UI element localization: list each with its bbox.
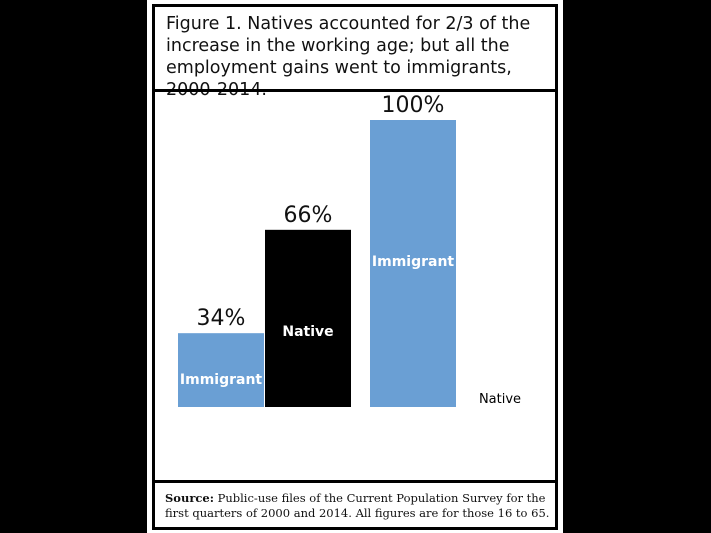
figure-frame: Figure 1. Natives accounted for 2/3 of t… [152, 4, 558, 530]
source-text: Public-use files of the Current Populati… [165, 491, 550, 520]
value-label-share-of-employment-growth-immigrant: 100% [382, 93, 445, 118]
title-divider [155, 89, 555, 92]
series-label-share-of-employment-growth-immigrant: Immigrant [372, 254, 455, 270]
source-divider [155, 480, 555, 483]
series-label-share-of-employment-growth-native: Native [479, 392, 521, 407]
bar-share-of-population-growth-immigrant [178, 333, 264, 407]
source-label: Source: [165, 491, 214, 505]
source-note: Source: Public-use files of the Current … [165, 491, 550, 521]
bar-share-of-population-growth-native [265, 229, 351, 407]
value-label-share-of-population-growth-native: 66% [284, 203, 333, 228]
series-label-share-of-population-growth-native: Native [282, 324, 333, 340]
bar-share-of-employment-growth-immigrant [370, 120, 456, 407]
series-label-share-of-population-growth-immigrant: Immigrant [180, 372, 263, 388]
figure-card: Figure 1. Natives accounted for 2/3 of t… [147, 0, 563, 533]
value-label-share-of-population-growth-immigrant: 34% [197, 306, 246, 331]
